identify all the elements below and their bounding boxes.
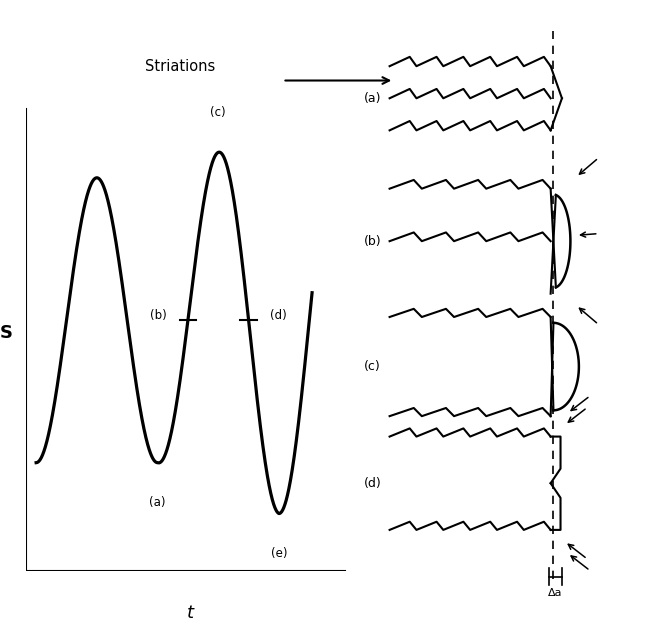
Text: (c): (c) <box>210 106 226 119</box>
Text: Striations: Striations <box>145 59 215 74</box>
Text: (a): (a) <box>149 496 166 509</box>
Text: (d): (d) <box>364 477 382 489</box>
Text: S: S <box>0 324 13 342</box>
Text: (b): (b) <box>150 309 167 322</box>
Text: (d): (d) <box>270 309 286 322</box>
Text: (a): (a) <box>364 92 382 105</box>
Text: (b): (b) <box>364 235 382 248</box>
Text: Δa: Δa <box>549 588 563 598</box>
Text: (c): (c) <box>364 360 381 373</box>
Text: t: t <box>187 604 194 623</box>
Text: (e): (e) <box>271 547 287 560</box>
